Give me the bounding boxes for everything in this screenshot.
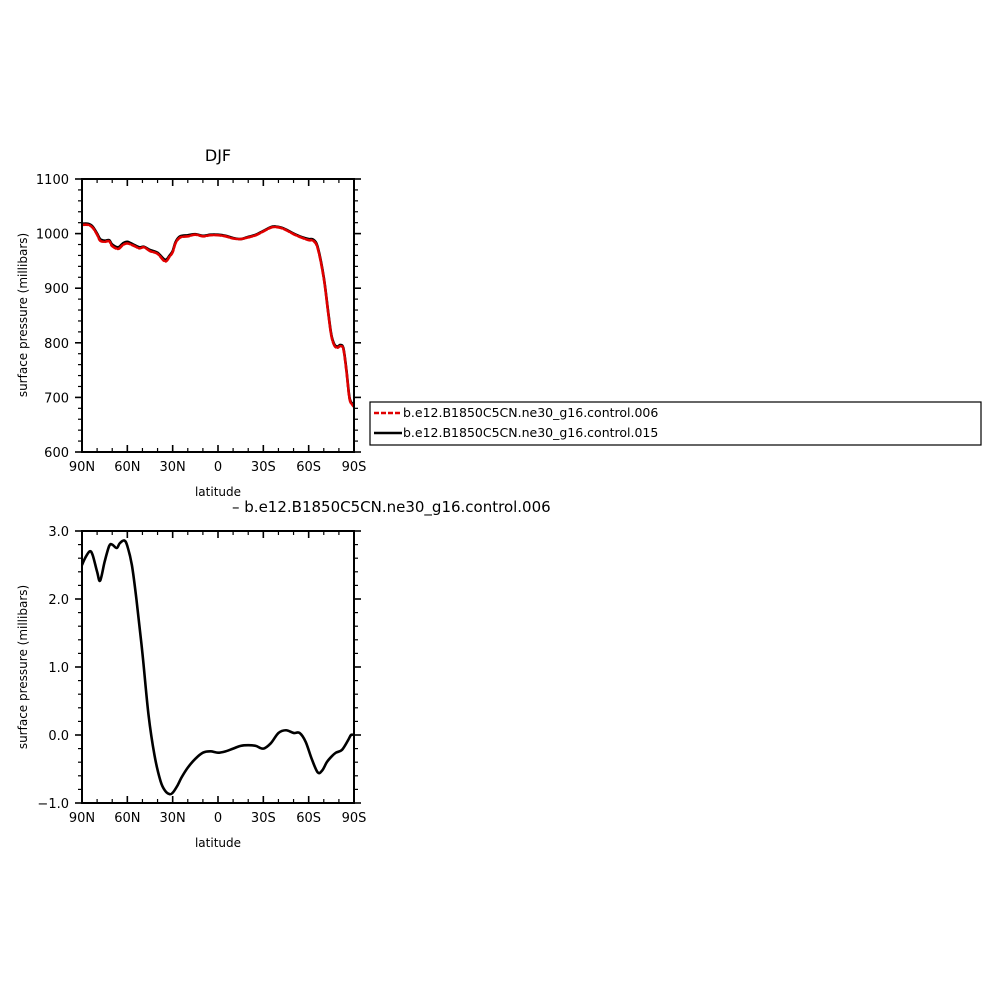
top-frame [81, 178, 355, 453]
top-plot-area: 90N 60N 30N 0 30S 60S 90S 600 700 800 900 1000 1100 [36, 173, 366, 475]
top-x-tick-label: 0 [214, 460, 222, 475]
top-y-tick-label: 600 [44, 446, 69, 461]
top-y-tick-label: 800 [44, 337, 69, 352]
legend: b.e12.B1850C5CN.ne30_g16.control.006 b.e… [369, 401, 982, 446]
bottom-x-tick-label: 0 [214, 811, 222, 826]
bottom-x-tick-label: 90S [342, 811, 367, 826]
bottom-y-tick-label: 1.0 [48, 661, 69, 676]
top-panel: DJF 90N 60N 30N 0 30S 60S 90S 600 700 800 900 1000 1… [16, 146, 366, 499]
bottom-x-tick-label: 60N [114, 811, 140, 826]
bottom-y-tick-label: 0.0 [48, 729, 69, 744]
bottom-series-line-0 [82, 539, 354, 796]
legend-box [369, 401, 982, 446]
legend-label-006: b.e12.B1850C5CN.ne30_g16.control.006 [403, 405, 658, 420]
top-x-axis-label: latitude [195, 485, 241, 499]
top-series-line-0 [82, 222, 354, 407]
bottom-title-text: b.e12.B1850C5CN.ne30_g16.control.006 [244, 498, 550, 517]
bottom-y-tick-label: 2.0 [48, 593, 69, 608]
top-y-axis-label: surface pressure (millibars) [16, 233, 30, 397]
top-chart-title: DJF [205, 146, 231, 165]
top-y-tick-label: 700 [44, 391, 69, 406]
bottom-x-tick-label: 30N [160, 811, 186, 826]
top-series-line-1 [82, 223, 354, 408]
bottom-panel: – b.e12.B1850C5CN.ne30_g16.control.006 9… [16, 498, 551, 850]
top-x-tick-label: 90N [69, 460, 95, 475]
bottom-x-axis-label: latitude [195, 836, 241, 850]
bottom-y-axis-label: surface pressure (millibars) [16, 585, 30, 749]
bottom-x-tick-label: 30S [251, 811, 276, 826]
top-x-tick-label: 60S [296, 460, 321, 475]
bottom-y-tick-label: −1.0 [37, 797, 69, 812]
top-x-tick-label: 60N [114, 460, 140, 475]
bottom-x-tick-label: 60S [296, 811, 321, 826]
bottom-chart-title: – b.e12.B1850C5CN.ne30_g16.control.006 [232, 498, 551, 517]
top-y-tick-label: 900 [44, 282, 69, 297]
top-x-tick-label: 30N [160, 460, 186, 475]
bottom-plot-area: 90N 60N 30N 0 30S 60S 90S −1.0 0.0 1.0 2.0 3.0 [37, 525, 366, 826]
top-y-tick-label: 1000 [36, 228, 69, 243]
legend-label-015: b.e12.B1850C5CN.ne30_g16.control.015 [403, 425, 658, 440]
top-x-tick-label: 30S [251, 460, 276, 475]
top-x-tick-label: 90S [342, 460, 367, 475]
bottom-y-tick-label: 3.0 [48, 525, 69, 540]
bottom-title-marker: – [232, 498, 244, 516]
bottom-x-tick-label: 90N [69, 811, 95, 826]
top-y-tick-label: 1100 [36, 173, 69, 188]
